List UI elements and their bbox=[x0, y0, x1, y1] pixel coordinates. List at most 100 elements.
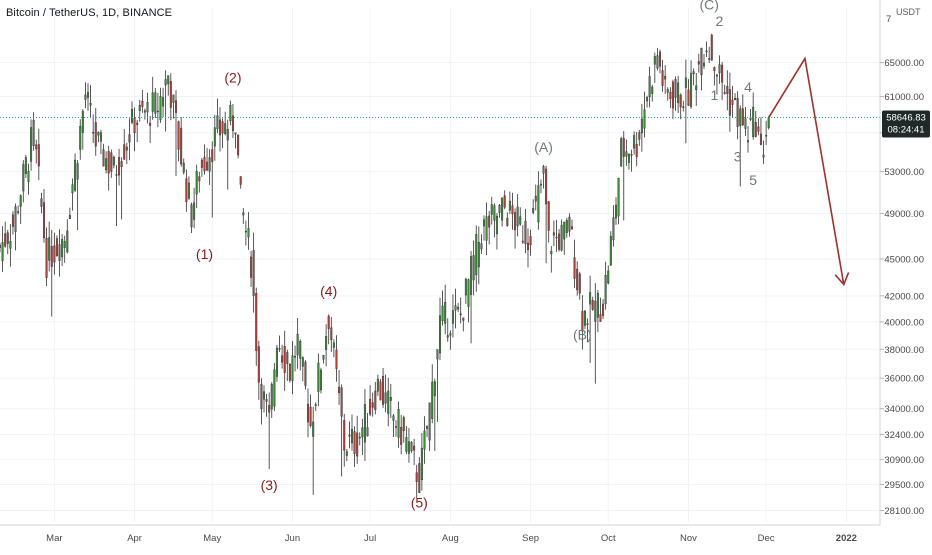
bear-candle-body bbox=[710, 34, 713, 61]
bull-candle-body bbox=[537, 185, 540, 223]
candle bbox=[534, 184, 537, 211]
candle bbox=[169, 73, 172, 121]
bear-candle-body bbox=[723, 92, 726, 94]
candle bbox=[765, 120, 768, 146]
bull-candle-body bbox=[459, 313, 462, 316]
bull-candle-body bbox=[319, 369, 322, 391]
bear-candle-body bbox=[558, 233, 561, 250]
candle bbox=[9, 224, 12, 267]
bull-candle-body bbox=[68, 215, 71, 220]
bear-candle-body bbox=[206, 161, 209, 171]
candle bbox=[423, 416, 426, 464]
bull-candle-body bbox=[420, 447, 423, 481]
bull-candle-body bbox=[426, 425, 429, 429]
bull-candle-body bbox=[224, 123, 227, 134]
candle bbox=[480, 234, 483, 254]
bull-candle-body bbox=[433, 381, 436, 397]
candle bbox=[596, 289, 599, 333]
candle bbox=[728, 72, 731, 132]
x-tick-label: Sep bbox=[522, 533, 539, 544]
candle bbox=[651, 84, 654, 102]
bear-candle-body bbox=[169, 81, 172, 108]
bull-candle-body bbox=[9, 241, 12, 249]
bull-candle-body bbox=[609, 235, 612, 266]
candle bbox=[620, 136, 623, 167]
bull-candle-body bbox=[301, 357, 304, 367]
candle bbox=[198, 171, 201, 193]
bull-candle-body bbox=[182, 162, 185, 173]
bear-candle-body bbox=[281, 355, 284, 363]
candle bbox=[332, 339, 335, 358]
candle bbox=[164, 70, 167, 132]
bear-candle-body bbox=[286, 352, 289, 364]
candle bbox=[493, 203, 496, 238]
bull-candle-body bbox=[187, 182, 190, 199]
bear-candle-body bbox=[174, 100, 178, 113]
bear-candle-body bbox=[35, 144, 38, 150]
bear-candle-body bbox=[338, 386, 341, 393]
bear-candle-body bbox=[446, 335, 449, 338]
candle bbox=[382, 368, 385, 408]
bear-candle-body bbox=[545, 168, 548, 205]
candle bbox=[555, 219, 558, 252]
y-tick-label: 32400.00 bbox=[884, 430, 924, 441]
candle bbox=[759, 117, 762, 146]
bear-candle-body bbox=[721, 64, 724, 83]
candle bbox=[294, 345, 297, 372]
wave-label: (2) bbox=[224, 70, 241, 86]
candle bbox=[338, 369, 341, 405]
bull-candle-body bbox=[74, 159, 77, 191]
symbol-title[interactable]: Bitcoin / TetherUS, 1D, BINANCE bbox=[6, 7, 173, 19]
bear-candle-body bbox=[700, 47, 703, 76]
candle bbox=[141, 90, 144, 113]
x-tick-label: Mar bbox=[46, 533, 62, 544]
candle bbox=[578, 271, 581, 300]
wave-label: (C) bbox=[699, 0, 718, 12]
bull-candle-body bbox=[159, 96, 162, 121]
candle bbox=[32, 112, 35, 151]
bull-candle-body bbox=[565, 220, 568, 233]
candle bbox=[27, 163, 30, 195]
bull-candle-body bbox=[247, 228, 250, 238]
bear-candle-body bbox=[128, 134, 131, 143]
candle bbox=[736, 91, 739, 140]
bear-candle-body bbox=[37, 144, 40, 167]
bull-candle-body bbox=[81, 111, 84, 133]
candle bbox=[671, 79, 674, 120]
bull-candle-body bbox=[612, 217, 615, 241]
price-axis[interactable]: 28100.00 29500.00 30900.00 32400.00 34000.00… bbox=[879, 0, 932, 550]
candle bbox=[156, 92, 159, 128]
bull-candle-body bbox=[89, 103, 92, 106]
candle bbox=[426, 425, 429, 438]
bear-candle-body bbox=[107, 151, 110, 174]
bull-candle-body bbox=[604, 274, 607, 305]
bull-candle-body bbox=[229, 105, 232, 122]
bull-candle-body bbox=[275, 347, 278, 377]
candle bbox=[260, 378, 263, 425]
candle bbox=[4, 221, 7, 248]
candle bbox=[275, 344, 278, 382]
candle bbox=[11, 211, 14, 235]
projection-arrowhead bbox=[834, 272, 850, 287]
bull-candle-body bbox=[358, 436, 361, 439]
bull-candle-body bbox=[441, 305, 444, 321]
candle bbox=[363, 389, 366, 461]
candle bbox=[30, 119, 33, 171]
bull-candle-body bbox=[361, 427, 364, 438]
candle bbox=[713, 66, 716, 86]
candle bbox=[700, 47, 703, 91]
candle bbox=[345, 448, 348, 462]
candle bbox=[695, 72, 698, 106]
bull-candle-body bbox=[71, 184, 74, 194]
candle bbox=[420, 432, 423, 491]
candle bbox=[361, 418, 364, 455]
candle bbox=[524, 208, 527, 254]
time-axis[interactable]: Mar Apr May Jun Jul Aug Sep Oct Nov Dec 2022 bbox=[0, 524, 932, 550]
candle bbox=[690, 60, 693, 109]
bear-candle-body bbox=[4, 233, 7, 247]
bull-candle-body bbox=[384, 392, 387, 404]
candle bbox=[451, 294, 454, 338]
bull-candle-body bbox=[345, 451, 348, 456]
